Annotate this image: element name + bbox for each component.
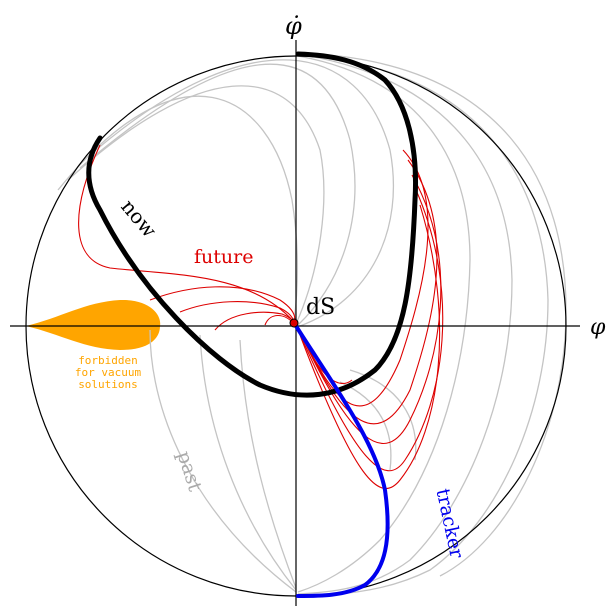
future-curve: [299, 159, 438, 425]
past-curve: [67, 85, 325, 325]
forbidden-line-3: solutions: [78, 378, 138, 391]
past-curve: [95, 59, 394, 327]
past-curve: [297, 53, 513, 595]
past-curve: [79, 63, 356, 326]
now-curve: [86, 51, 418, 398]
future-curve: [299, 204, 441, 489]
forbidden-line-1: forbidden: [78, 354, 138, 367]
past-label: past: [172, 448, 206, 494]
forbidden-region: [26, 299, 161, 350]
future-curve: [299, 174, 442, 444]
tracker-label: tracker: [432, 487, 468, 561]
past-curve: [149, 329, 297, 593]
future-curve: [299, 189, 444, 472]
future-curve: [214, 311, 295, 331]
future-label: future: [194, 246, 253, 268]
future-trajectories: [78, 144, 444, 489]
x-axis-label: φ: [590, 315, 606, 340]
past-curve: [349, 369, 417, 461]
forbidden-label: forbidden for vacuum solutions: [75, 354, 142, 391]
future-curve: [149, 286, 296, 324]
future-curve: [78, 144, 295, 323]
past-curve: [297, 55, 471, 593]
ds-label: dS: [306, 295, 335, 320]
past-curve: [57, 95, 299, 323]
tracker-curve: [294, 324, 390, 598]
past-curve: [339, 381, 392, 471]
ds-point: [289, 318, 299, 328]
y-axis-label: φ̇: [285, 12, 302, 40]
forbidden-line-2: for vacuum: [75, 366, 142, 379]
past-curve: [297, 53, 549, 596]
past-curve: [297, 52, 567, 577]
now-label: now: [116, 194, 161, 242]
past-curve: [199, 334, 297, 591]
